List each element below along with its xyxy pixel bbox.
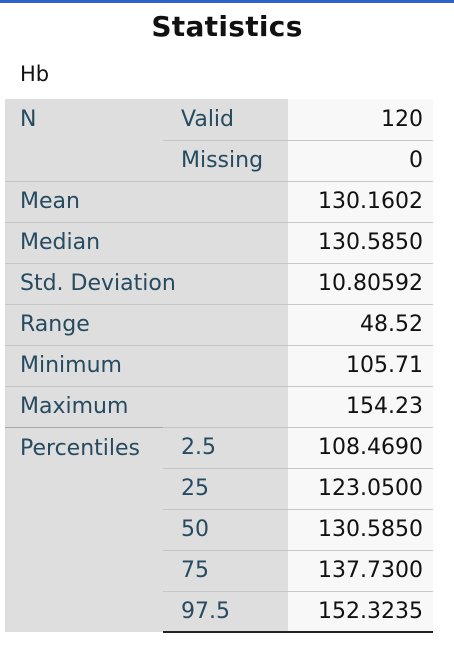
- row-label-mean: Mean: [5, 180, 288, 222]
- percentile-label: 75: [163, 549, 288, 591]
- percentile-value: 123.0500: [288, 467, 433, 509]
- value-maximum: 154.23: [288, 385, 433, 427]
- statistics-table: N Valid 120 Missing 0 Mean 130.1602 Medi…: [5, 99, 433, 633]
- table-row-maximum: Maximum 154.23: [5, 385, 433, 427]
- row-label-std-deviation: Std. Deviation: [5, 262, 288, 304]
- percentile-value: 152.3235: [288, 590, 433, 633]
- percentile-label: 50: [163, 508, 288, 550]
- row-label-range: Range: [5, 303, 288, 345]
- value-std-deviation: 10.80592: [288, 262, 433, 304]
- row-label-n: N: [5, 99, 163, 181]
- value-median: 130.5850: [288, 221, 433, 263]
- page-title: Statistics: [151, 10, 303, 43]
- row-sublabel-missing: Missing: [163, 139, 288, 181]
- value-missing: 0: [288, 139, 433, 181]
- variable-name: Hb: [20, 62, 50, 86]
- value-mean: 130.1602: [288, 180, 433, 222]
- table-row-n-missing: Missing 0: [5, 139, 433, 181]
- percentile-value: 137.7300: [288, 549, 433, 591]
- table-row-std-deviation: Std. Deviation 10.80592: [5, 262, 433, 304]
- value-range: 48.52: [288, 303, 433, 345]
- table-row-percentile-50: 50 130.5850: [5, 508, 433, 550]
- percentile-value: 108.4690: [288, 426, 433, 468]
- table-row-n-valid: N Valid 120: [5, 99, 433, 181]
- table-row-percentile-2-5: Percentiles 2.5 108.4690: [5, 426, 433, 632]
- percentile-value: 130.5850: [288, 508, 433, 550]
- row-sublabel-valid: Valid: [163, 99, 288, 140]
- row-label-maximum: Maximum: [5, 385, 288, 427]
- table-row-range: Range 48.52: [5, 303, 433, 345]
- row-label-median: Median: [5, 221, 288, 263]
- percentile-label: 25: [163, 467, 288, 509]
- value-minimum: 105.71: [288, 344, 433, 386]
- top-accent-line: [0, 0, 454, 3]
- table-row-percentile-25: 25 123.0500: [5, 467, 433, 509]
- table-row-percentile-97-5: 97.5 152.3235: [5, 590, 433, 633]
- table-row-minimum: Minimum 105.71: [5, 344, 433, 386]
- row-label-minimum: Minimum: [5, 344, 288, 386]
- table-row-mean: Mean 130.1602: [5, 180, 433, 222]
- table-row-percentile-75: 75 137.7300: [5, 549, 433, 591]
- table-row-median: Median 130.5850: [5, 221, 433, 263]
- percentile-label: 97.5: [163, 590, 288, 633]
- value-valid: 120: [288, 99, 433, 140]
- percentile-label: 2.5: [163, 426, 288, 468]
- row-label-percentiles: Percentiles: [5, 426, 163, 632]
